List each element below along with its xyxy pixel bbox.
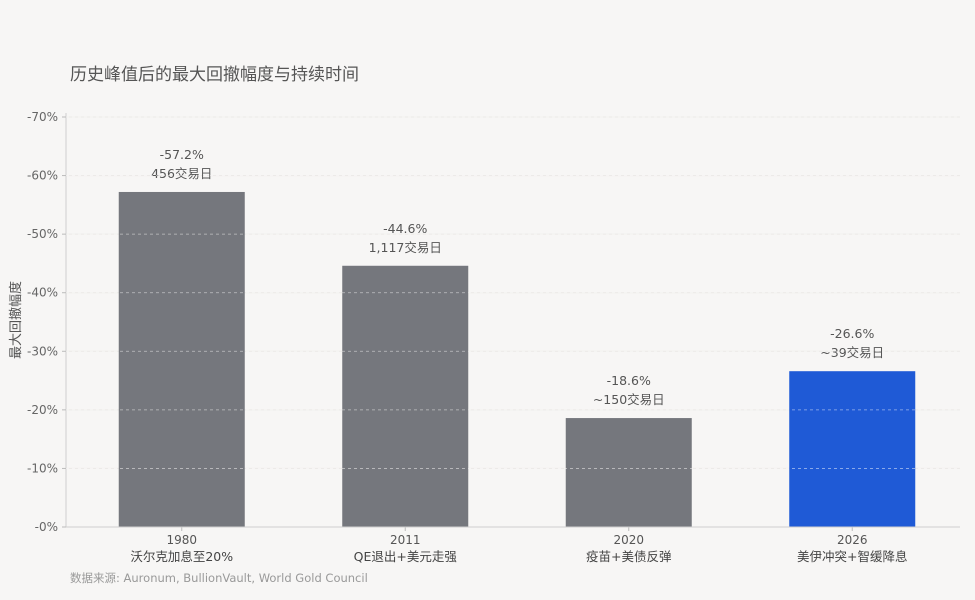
y-axis-label: 最大回撤幅度 [8, 281, 24, 359]
data-label-duration: 1,117交易日 [369, 240, 442, 255]
data-label-duration: ~150交易日 [593, 392, 665, 407]
y-tick-label: -30% [27, 344, 58, 358]
x-tick-label-year: 2020 [613, 533, 644, 547]
data-label-value: -44.6% [383, 221, 427, 236]
chart-title: 历史峰值后的最大回撤幅度与持续时间 [70, 65, 359, 85]
y-tick-label: -20% [27, 403, 58, 417]
bar [342, 265, 469, 527]
bar [118, 191, 245, 527]
y-tick-label: -60% [27, 169, 58, 183]
x-tick-label-event: 美伊冲突+智缓降息 [797, 549, 907, 564]
source-note: 数据来源: Auronum, BullionVault, World Gold … [70, 571, 368, 585]
x-tick-label-year: 2026 [837, 533, 868, 547]
x-tick-label-event: 疫苗+美债反弹 [586, 549, 671, 564]
y-tick-label: -0% [35, 520, 58, 534]
data-label-duration: 456交易日 [151, 166, 212, 181]
bar [565, 418, 692, 527]
data-label-duration: ~39交易日 [820, 345, 884, 360]
y-tick-label: -70% [27, 110, 58, 124]
x-tick-label-year: 2011 [390, 533, 421, 547]
data-label-value: -18.6% [607, 373, 651, 388]
y-tick-label: -50% [27, 227, 58, 241]
bar [789, 371, 916, 527]
y-tick-label: -40% [27, 286, 58, 300]
data-label-value: -26.6% [830, 326, 874, 341]
x-tick-label-event: 沃尔克加息至20% [130, 549, 233, 564]
x-tick-label-event: QE退出+美元走强 [354, 549, 458, 564]
x-tick-label-year: 1980 [166, 533, 197, 547]
data-label-value: -57.2% [160, 147, 204, 162]
y-tick-label: -10% [27, 461, 58, 475]
